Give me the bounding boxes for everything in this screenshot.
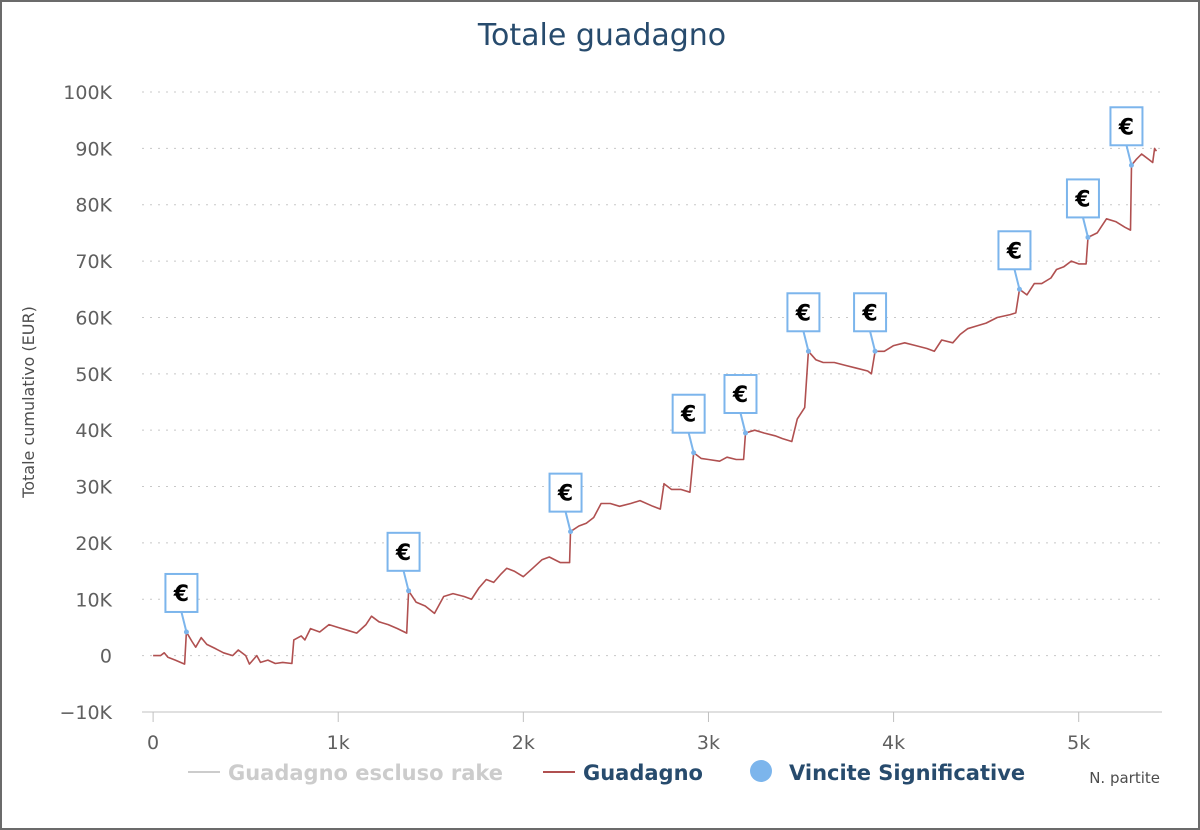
flag-stem (1013, 269, 1021, 290)
flag-euro-label: € (861, 301, 877, 326)
flag-stem (802, 331, 810, 352)
flag-point (691, 450, 697, 456)
flag-point (406, 588, 412, 594)
flag-box (1065, 178, 1100, 219)
x-tick-label: 3k (697, 732, 720, 754)
y-tick-label: 30K (75, 477, 112, 499)
flag-euro-label: € (557, 482, 573, 507)
legend-item-label: Guadagno (583, 761, 703, 785)
y-tick-label: 40K (75, 420, 112, 442)
flag-box (853, 292, 888, 333)
x-tick-label: 1k (327, 732, 350, 754)
flag-point (805, 348, 811, 354)
flag-stem (180, 611, 188, 633)
y-axis-ticks: −10K 0 10K 20K 30K 40K 50K 60K 70K 80K 90K 100K (59, 82, 112, 724)
flag-point (183, 629, 189, 635)
series-layer (153, 147, 1158, 665)
flag-euro-label: € (1074, 187, 1090, 212)
flag-euro-label: € (732, 383, 748, 408)
flag-point (742, 430, 748, 436)
x-axis-ticks: 0 1k 2k 3k 4k 5k (142, 711, 1162, 754)
flag-box (164, 572, 199, 613)
y-tick-label: 100K (63, 82, 112, 104)
flag-euro-label: € (395, 541, 411, 566)
y-axis-title: Totale cumulativo (EUR) (19, 306, 38, 499)
x-tick-label: 4k (882, 732, 905, 754)
flag-stem (564, 511, 572, 532)
flag-point (1016, 286, 1022, 292)
x-axis-title: N. partite (1089, 769, 1160, 787)
y-tick-label: 90K (75, 138, 112, 160)
legend: Guadagno escluso rake Guadagno Vincite Sig… (188, 760, 1025, 785)
x-tick-label: 5k (1067, 732, 1090, 754)
x-tick-label: 0 (147, 732, 159, 754)
flag-box (723, 374, 758, 414)
flag-point (1128, 162, 1134, 168)
y-tick-label: 70K (75, 251, 112, 273)
flag-box (671, 393, 706, 434)
y-tick-label: 80K (75, 195, 112, 217)
series-line-guadagno (153, 147, 1158, 665)
grid-lines (142, 91, 1162, 657)
y-tick-label: 50K (75, 364, 112, 386)
flag-point (568, 529, 574, 535)
flag-stem (1081, 217, 1089, 238)
flag-euro-label: € (173, 582, 189, 607)
flag-box (997, 230, 1032, 271)
flag-stem (739, 412, 747, 434)
flag-euro-label: € (1006, 239, 1022, 264)
flag-box (1109, 106, 1144, 147)
flag-stem (869, 331, 877, 352)
flag-box (386, 531, 421, 572)
flag-point (872, 348, 878, 354)
flag-box (786, 292, 821, 333)
flag-euro-label: € (1118, 115, 1134, 140)
flag-stem (402, 570, 410, 592)
flags-layer: € € € € € € € € € € (164, 106, 1144, 635)
y-tick-label: 10K (75, 589, 112, 611)
flag-euro-label: € (795, 301, 811, 326)
flag-box (548, 472, 583, 513)
legend-item-label: Guadagno escluso rake (228, 761, 503, 785)
legend-symbol-dot (750, 760, 772, 782)
flag-point (1085, 234, 1091, 240)
flag-euro-label: € (680, 403, 696, 428)
legend-item-label: Vincite Significative (789, 761, 1025, 785)
flag-stem (1125, 145, 1133, 166)
y-tick-label: 0 (100, 646, 112, 668)
x-tick-label: 2k (512, 732, 535, 754)
y-tick-label: 60K (75, 307, 112, 329)
y-tick-label: 20K (75, 533, 112, 555)
chart-title: Totale guadagno (477, 18, 726, 53)
flag-stem (687, 432, 695, 453)
y-tick-label: −10K (59, 702, 112, 724)
